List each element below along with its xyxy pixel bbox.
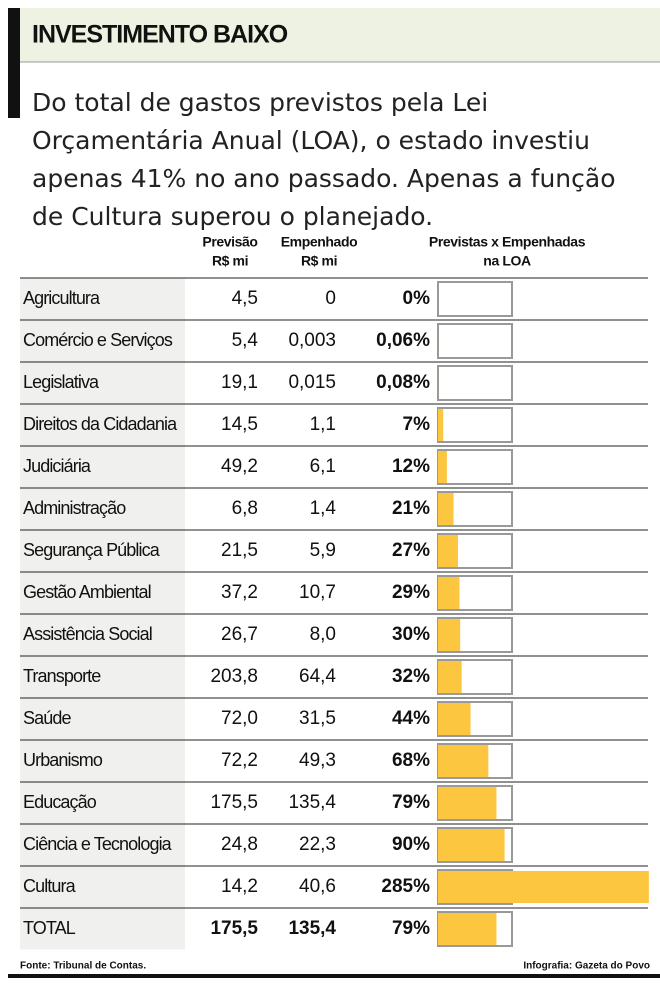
empenhado: 49,3 xyxy=(299,750,336,771)
bar xyxy=(438,871,649,903)
row-label: Legislativa xyxy=(23,372,100,392)
row-label: Ciência e Tecnologia xyxy=(23,834,173,854)
percent-label: 7% xyxy=(403,414,431,435)
credit: Infografia: Gazeta do Povo xyxy=(523,961,650,972)
empenhado: 0 xyxy=(325,288,336,309)
column-header: R$ mi xyxy=(212,253,248,269)
empenhado: 40,6 xyxy=(299,876,336,897)
bar xyxy=(438,913,497,945)
row-label: Assistência Social xyxy=(23,624,152,644)
source: Fonte: Tribunal de Contas. xyxy=(20,961,146,972)
empenhado: 5,9 xyxy=(310,540,336,561)
bar-frame xyxy=(437,407,513,443)
bar-frame xyxy=(437,365,513,401)
empenhado: 135,4 xyxy=(288,918,336,939)
previsao: 203,8 xyxy=(210,666,258,687)
row-label: Segurança Pública xyxy=(23,540,161,560)
percent-label: 30% xyxy=(392,624,430,645)
row-label: Saúde xyxy=(23,708,71,728)
empenhado: 1,4 xyxy=(310,498,337,519)
previsao: 72,0 xyxy=(221,708,258,729)
row-label: Urbanismo xyxy=(23,750,103,770)
row-label: TOTAL xyxy=(23,918,76,938)
row-label: Transporte xyxy=(23,666,101,686)
percent-label: 79% xyxy=(392,918,430,939)
empenhado: 135,4 xyxy=(288,792,336,813)
percent-label: 90% xyxy=(392,834,430,855)
bar xyxy=(438,745,489,777)
row-label: Educação xyxy=(23,792,97,812)
previsao: 21,5 xyxy=(221,540,258,561)
percent-label: 0,06% xyxy=(376,330,430,351)
row-label: Direitos da Cidadania xyxy=(23,414,178,434)
column-header: Previsão xyxy=(202,234,257,250)
percent-label: 44% xyxy=(392,708,430,729)
bar-frame xyxy=(437,449,513,485)
previsao: 14,2 xyxy=(221,876,258,897)
bar-frame xyxy=(437,281,513,317)
percent-label: 0,08% xyxy=(376,372,430,393)
empenhado: 0,003 xyxy=(288,330,336,351)
percent-label: 68% xyxy=(392,750,430,771)
percent-label: 0% xyxy=(403,288,431,309)
bar xyxy=(438,451,447,483)
bar xyxy=(438,493,454,525)
percent-label: 29% xyxy=(392,582,430,603)
empenhado: 10,7 xyxy=(299,582,336,603)
column-header: R$ mi xyxy=(301,253,337,269)
previsao: 14,5 xyxy=(221,414,258,435)
empenhado: 64,4 xyxy=(299,666,336,687)
bar xyxy=(438,409,444,441)
column-header: Empenhado xyxy=(281,234,358,250)
empenhado: 31,5 xyxy=(299,708,336,729)
previsao: 72,2 xyxy=(221,750,258,771)
bar xyxy=(438,619,461,651)
previsao: 26,7 xyxy=(221,624,258,645)
empenhado: 0,015 xyxy=(288,372,336,393)
percent-label: 285% xyxy=(381,876,430,897)
title: INVESTIMENTO BAIXO xyxy=(32,21,288,49)
row-label: Agricultura xyxy=(23,288,101,308)
bar xyxy=(438,577,460,609)
row-label: Judiciária xyxy=(23,456,92,476)
bar xyxy=(438,829,505,861)
bar xyxy=(438,703,471,735)
percent-label: 12% xyxy=(392,456,430,477)
previsao: 175,5 xyxy=(210,918,258,939)
accent-bar xyxy=(8,8,20,118)
row-label: Cultura xyxy=(23,876,77,896)
percent-label: 32% xyxy=(392,666,430,687)
bar xyxy=(438,535,458,567)
empenhado: 22,3 xyxy=(299,834,336,855)
previsao: 24,8 xyxy=(221,834,258,855)
previsao: 49,2 xyxy=(221,456,258,477)
previsao: 175,5 xyxy=(210,792,258,813)
row-label: Comércio e Serviços xyxy=(23,330,173,350)
percent-label: 21% xyxy=(392,498,430,519)
column-header: na LOA xyxy=(483,253,531,269)
empenhado: 8,0 xyxy=(310,624,336,645)
column-header: Previstas x Empenhadas xyxy=(429,234,586,250)
previsao: 4,5 xyxy=(232,288,258,309)
bar xyxy=(438,661,462,693)
bar xyxy=(438,787,497,819)
row-label: Administração xyxy=(23,498,126,518)
percent-label: 27% xyxy=(392,540,430,561)
previsao: 5,4 xyxy=(232,330,259,351)
previsao: 6,8 xyxy=(232,498,258,519)
empenhado: 1,1 xyxy=(310,414,336,435)
title-band xyxy=(20,8,660,62)
percent-label: 79% xyxy=(392,792,430,813)
previsao: 37,2 xyxy=(221,582,258,603)
empenhado: 6,1 xyxy=(310,456,336,477)
previsao: 19,1 xyxy=(221,372,258,393)
row-label: Gestão Ambiental xyxy=(23,582,151,602)
bar-frame xyxy=(437,323,513,359)
intro: Do total de gastos previstos pela Lei Or… xyxy=(32,88,616,231)
